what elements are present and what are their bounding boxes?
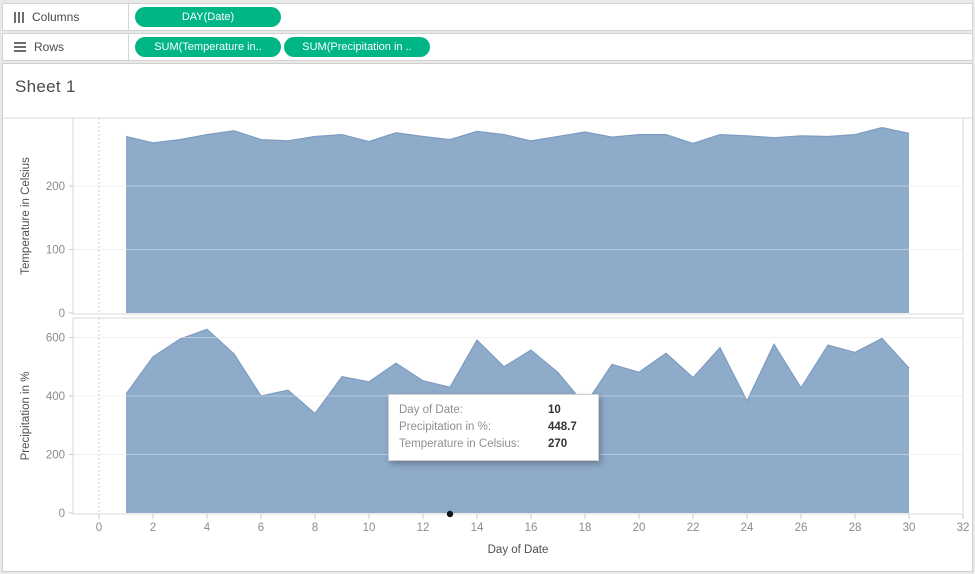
x-tick-label: 10	[363, 522, 376, 534]
x-tick-label: 4	[204, 522, 211, 534]
columns-icon	[14, 11, 24, 23]
temperature-y-tick-label: 0	[59, 308, 65, 320]
x-tick-label: 20	[633, 522, 646, 534]
x-tick-label: 6	[258, 522, 264, 534]
tooltip-row-label: Temperature in Celsius:	[399, 438, 520, 450]
hover-tooltip: Day of Date: 10 Precipitation in %: 448.…	[388, 394, 599, 461]
sheet-panel: 0 100 200 Temperature in Celsius 0 200 400 600 P…	[2, 63, 973, 572]
tooltip-row-value: 270	[548, 438, 568, 450]
x-tick-label: 28	[849, 522, 862, 534]
pill-day-date[interactable]: DAY(Date)	[135, 7, 281, 27]
tooltip-row-label: Day of Date:	[399, 404, 463, 416]
columns-shelf-header: Columns	[3, 4, 129, 30]
precipitation-y-tick-label: 600	[46, 333, 65, 345]
rows-shelf-header: Rows	[3, 34, 129, 60]
rows-icon	[14, 42, 26, 52]
x-tick-label: 18	[579, 522, 592, 534]
temperature-pane[interactable]	[72, 117, 964, 315]
pill-sum-precipitation[interactable]: SUM(Precipitation in ..	[284, 37, 430, 57]
temperature-y-tick-label: 200	[46, 181, 65, 193]
columns-shelf[interactable]: Columns DAY(Date)	[2, 3, 973, 31]
precipitation-y-tick-label: 400	[46, 391, 65, 403]
precipitation-y-tick-label: 0	[59, 508, 65, 520]
tooltip-row-value: 448.7	[548, 421, 577, 433]
temperature-area[interactable]	[126, 127, 909, 313]
x-tick-label: 12	[417, 522, 430, 534]
x-tick-label: 22	[687, 522, 700, 534]
x-tick-label: 32	[957, 522, 970, 534]
rows-shelf-label: Rows	[34, 40, 65, 54]
x-tick-label: 2	[150, 522, 156, 534]
precipitation-y-tick-label: 200	[46, 450, 65, 462]
temperature-y-tick-label: 100	[46, 245, 65, 257]
x-tick-label: 24	[741, 522, 754, 534]
tooltip-row-value: 10	[548, 404, 561, 416]
x-axis-title: Day of Date	[488, 544, 549, 556]
rows-shelf[interactable]: Rows SUM(Temperature in.. SUM(Precipitat…	[2, 33, 973, 61]
x-tick-label: 16	[525, 522, 538, 534]
x-tick-label: 8	[312, 522, 318, 534]
rows-pill-tray: SUM(Temperature in.. SUM(Precipitation i…	[129, 37, 430, 57]
x-tick-label: 30	[903, 522, 916, 534]
x-tick-label: 14	[471, 522, 484, 534]
pill-sum-temperature[interactable]: SUM(Temperature in..	[135, 37, 281, 57]
x-tick-label: 0	[96, 522, 102, 534]
columns-shelf-label: Columns	[32, 10, 80, 24]
columns-pill-tray: DAY(Date)	[129, 7, 281, 27]
sheet-title: Sheet 1	[15, 77, 76, 96]
temperature-axis-title: Temperature in Celsius	[20, 157, 32, 275]
x-tick-label: 26	[795, 522, 808, 534]
hover-marker-dot[interactable]	[446, 510, 454, 518]
precipitation-pane[interactable]	[72, 317, 964, 515]
tooltip-row-label: Precipitation in %:	[399, 421, 492, 433]
precipitation-axis-title: Precipitation in %	[20, 372, 32, 461]
